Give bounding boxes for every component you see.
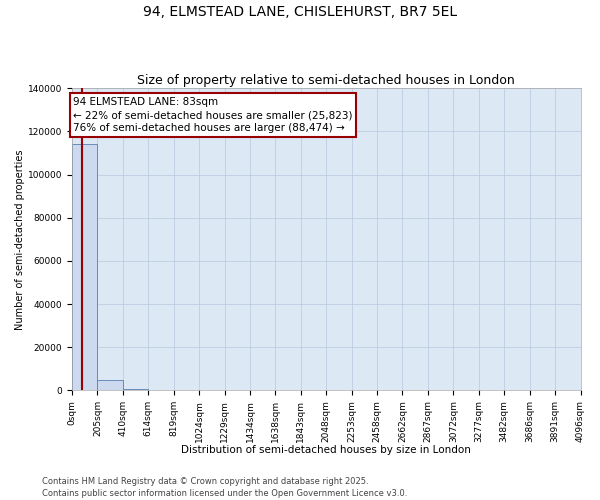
Y-axis label: Number of semi-detached properties: Number of semi-detached properties [15,149,25,330]
X-axis label: Distribution of semi-detached houses by size in London: Distribution of semi-detached houses by … [181,445,471,455]
Text: 94 ELMSTEAD LANE: 83sqm
← 22% of semi-detached houses are smaller (25,823)
76% o: 94 ELMSTEAD LANE: 83sqm ← 22% of semi-de… [73,97,353,133]
Title: Size of property relative to semi-detached houses in London: Size of property relative to semi-detach… [137,74,515,87]
Bar [97,380,123,390]
Bar [72,144,97,390]
Text: 94, ELMSTEAD LANE, CHISLEHURST, BR7 5EL: 94, ELMSTEAD LANE, CHISLEHURST, BR7 5EL [143,5,457,19]
Text: Contains HM Land Registry data © Crown copyright and database right 2025.
Contai: Contains HM Land Registry data © Crown c… [42,476,407,498]
